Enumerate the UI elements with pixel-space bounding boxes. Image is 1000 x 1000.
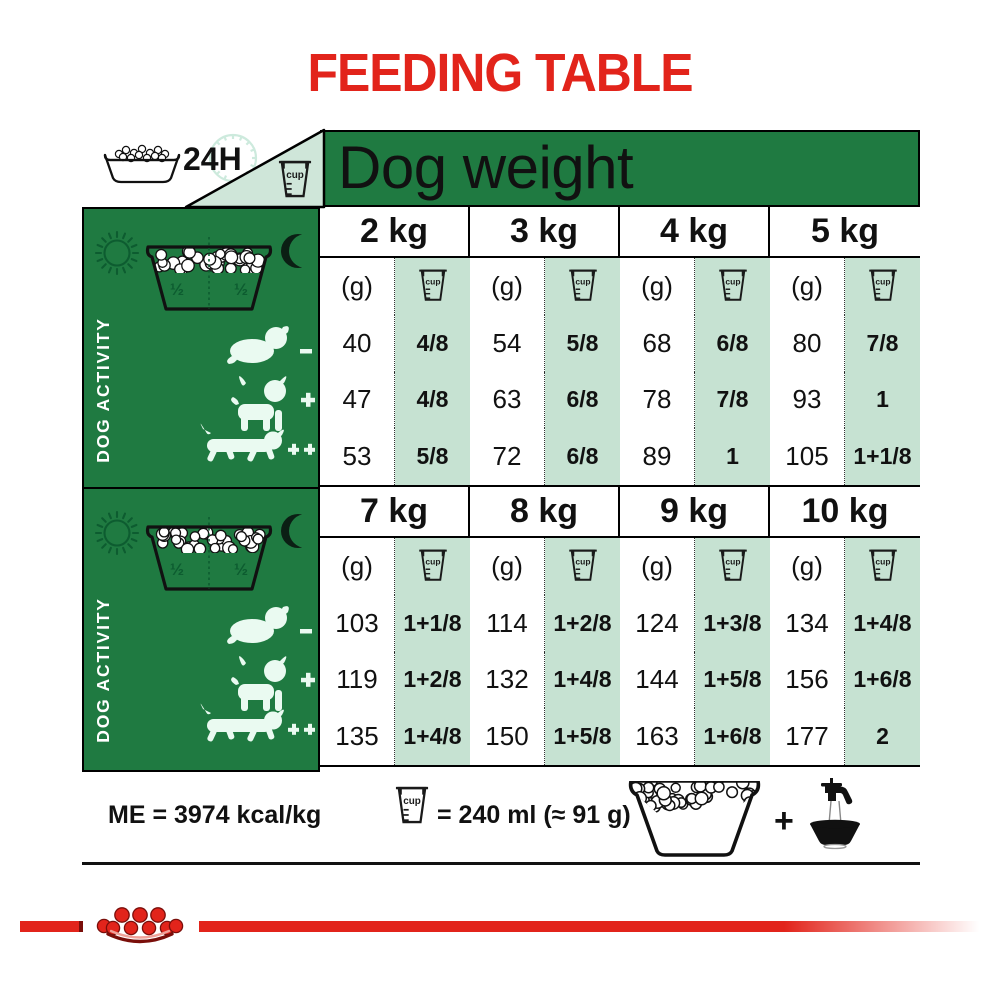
svg-text:cup: cup — [403, 796, 421, 807]
svg-text:cup: cup — [575, 557, 590, 567]
svg-text:24H: 24H — [183, 141, 242, 177]
svg-text:cup: cup — [425, 557, 440, 567]
svg-text:½: ½ — [170, 560, 184, 579]
svg-text:½: ½ — [170, 280, 184, 299]
svg-text:cup: cup — [725, 557, 740, 567]
svg-text:cup: cup — [575, 277, 590, 287]
svg-text:cup: cup — [286, 170, 304, 181]
svg-text:½: ½ — [234, 280, 248, 299]
svg-text:cup: cup — [875, 557, 890, 567]
svg-text:½: ½ — [234, 560, 248, 579]
svg-text:cup: cup — [875, 277, 890, 287]
svg-text:DOG ACTIVITY: DOG ACTIVITY — [93, 597, 113, 742]
svg-text:cup: cup — [725, 277, 740, 287]
svg-text:cup: cup — [425, 277, 440, 287]
svg-text:DOG ACTIVITY: DOG ACTIVITY — [93, 317, 113, 462]
